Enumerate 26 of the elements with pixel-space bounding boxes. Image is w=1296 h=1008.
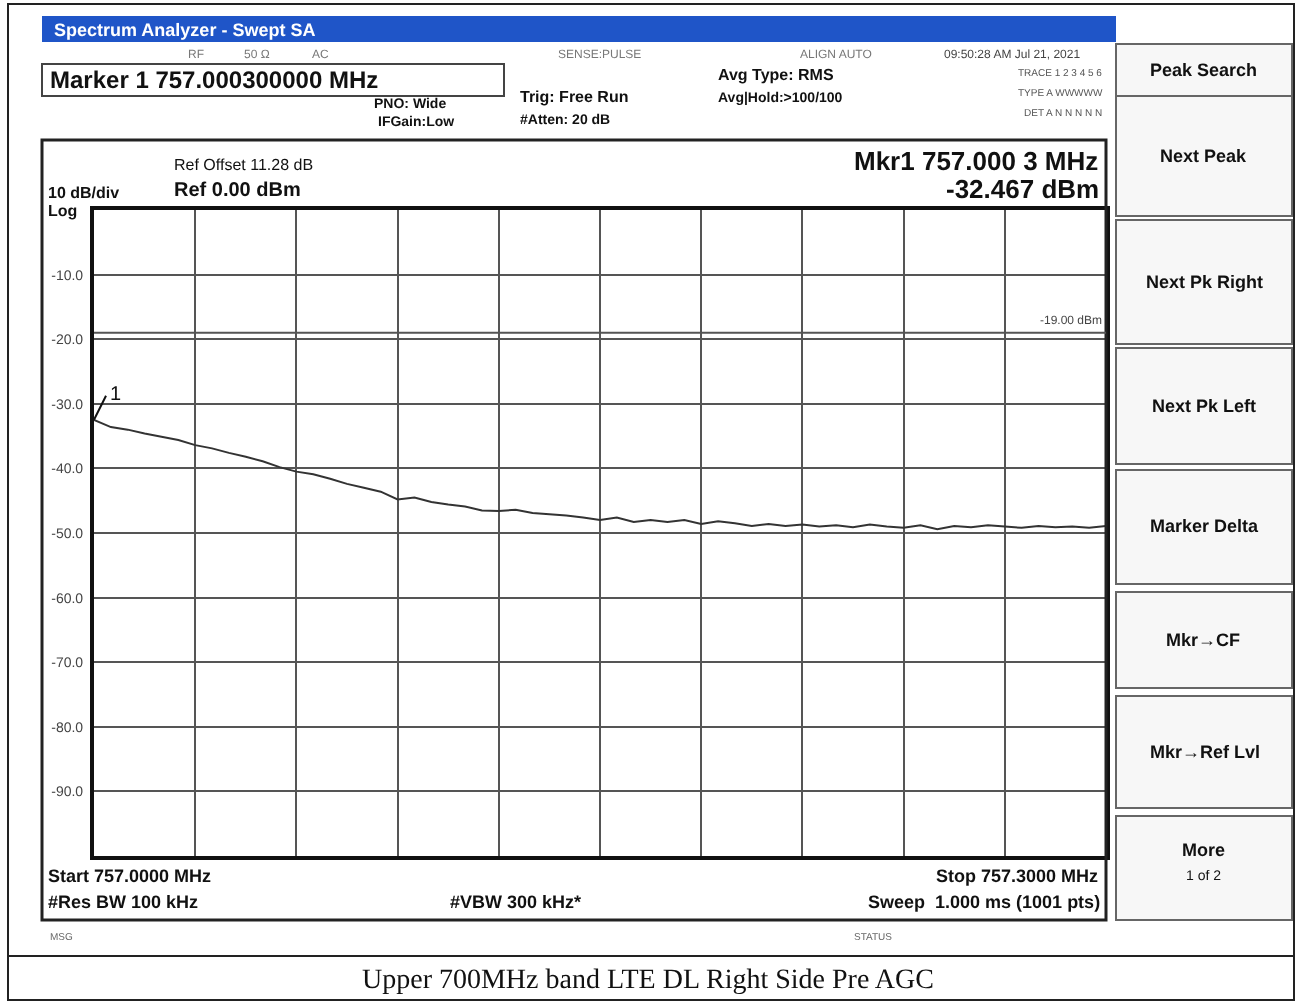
text: Ref 0.00 dBm [174,180,301,202]
text: Start 757.0000 MHz [48,866,213,886]
annotation: 1 [110,384,122,406]
text: Stop 757.3000 MHz [936,866,1100,886]
text: Next Pk Left [1152,396,1257,416]
text: Mkr→Ref Lvl [1150,742,1261,762]
text: Mkr1 757.000 3 MHz [854,146,1100,176]
text: Marker 1 757.000300000 MHz [50,66,379,94]
text: Marker Delta [1150,516,1261,536]
text: Mkr→CF [1166,630,1242,650]
text: Avg Type: RMS [718,66,835,84]
text: Peak Search [1150,60,1258,80]
chart-title: Spectrum Analyzer - Swept SA [54,20,317,40]
text: More [1182,840,1226,860]
text: Trig: Free Run [520,88,629,106]
text: Upper 700MHz band LTE DL Right Side Pre AGC [362,966,934,996]
text: Next Peak [1160,146,1249,166]
text: #VBW 300 kHz* [450,892,583,912]
text: Next Pk Right [1146,272,1264,292]
text: Ref Offset 11.28 dB [174,156,314,174]
text: Sweep 1.000 ms (1001 pts) [868,892,1101,912]
text: Log [48,202,78,220]
text: -32.467 dBm [946,174,1100,204]
text: 10 dB/div [48,184,121,202]
line-series [94,418,1106,531]
text: #Res BW 100 kHz [48,892,200,912]
